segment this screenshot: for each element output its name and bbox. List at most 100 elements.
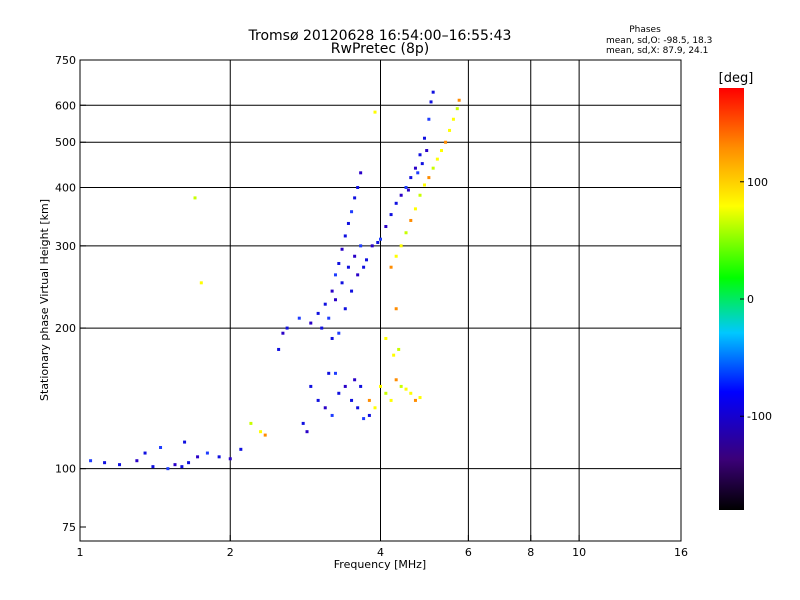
x-mode-point [418, 193, 422, 197]
x-mode-point [413, 398, 417, 402]
o-mode-point [429, 100, 433, 104]
o-mode-point [343, 384, 347, 388]
o-mode-point [239, 447, 243, 451]
colorbar-label: [deg] [719, 71, 754, 86]
o-mode-point [356, 273, 360, 277]
o-mode-point [217, 455, 221, 459]
x-mode-point [392, 353, 396, 357]
x-mode-point [451, 117, 455, 121]
o-mode-point [350, 210, 354, 214]
o-mode-point [337, 331, 341, 335]
x-mode-point [389, 265, 393, 269]
o-mode-point [399, 193, 403, 197]
grid-lines [80, 60, 681, 541]
y-tick-label: 75 [62, 521, 76, 534]
o-mode-point [327, 371, 331, 375]
o-mode-point [180, 465, 184, 469]
o-mode-point [228, 457, 232, 461]
o-mode-point [418, 153, 422, 157]
x-mode-point [379, 384, 382, 388]
x-mode-point [404, 231, 408, 235]
o-mode-point [89, 459, 93, 463]
o-mode-point [379, 237, 382, 241]
o-mode-point [406, 188, 410, 192]
o-mode-point [316, 398, 320, 402]
y-tick-label: 400 [55, 181, 76, 194]
o-mode-point [413, 166, 417, 170]
stats-header: Phases [629, 25, 661, 35]
x-mode-point [409, 218, 413, 222]
x-axis-label: Frequency [MHz] [334, 558, 426, 571]
o-mode-point [309, 321, 313, 325]
o-mode-point [301, 421, 305, 425]
data-points [89, 90, 461, 471]
o-mode-point [183, 440, 187, 444]
x-tick-label: 1 [77, 546, 84, 559]
o-mode-point [320, 326, 324, 330]
o-mode-point [205, 451, 209, 455]
x-mode-point [435, 157, 439, 161]
colorbar-tick-label: 0 [747, 293, 754, 306]
o-mode-point [330, 336, 334, 340]
o-mode-point [346, 265, 350, 269]
x-mode-point [193, 196, 197, 200]
x-mode-point [394, 378, 398, 382]
o-mode-point [281, 331, 285, 335]
o-mode-point [323, 302, 327, 306]
o-mode-point [350, 398, 354, 402]
o-mode-point [367, 413, 371, 417]
x-mode-point [413, 207, 417, 211]
o-mode-point [384, 225, 388, 229]
y-tick-label: 100 [55, 463, 76, 476]
o-mode-point [327, 316, 331, 320]
x-mode-point [448, 128, 452, 132]
o-mode-point [353, 254, 357, 258]
o-mode-point [285, 326, 289, 330]
colorbar-ticks: 100 0 -100 [740, 176, 772, 423]
o-mode-point [359, 384, 363, 388]
x-mode-point [427, 176, 431, 180]
o-mode-point [425, 149, 429, 153]
o-mode-point [337, 261, 341, 265]
x-tick-label: 10 [572, 546, 586, 559]
o-mode-point [431, 90, 435, 94]
o-mode-point [196, 455, 200, 459]
o-mode-point [376, 240, 380, 244]
x-mode-point [422, 183, 426, 187]
x-mode-point [389, 398, 393, 402]
x-tick-label: 2 [227, 546, 234, 559]
x-mode-point [384, 336, 388, 340]
x-mode-point [457, 98, 461, 102]
o-mode-point [333, 298, 337, 302]
o-mode-point [370, 244, 374, 248]
y-tick-label: 200 [55, 322, 76, 335]
x-mode-point [263, 433, 267, 437]
stats-x-line: mean, sd,X: 87.9, 24.1 [606, 46, 708, 56]
y-axis-label: Stationary phase Virtual Height [km] [38, 199, 51, 401]
o-mode-point [277, 347, 281, 351]
o-mode-point [330, 289, 334, 293]
o-mode-point [103, 461, 107, 465]
x-tick-label: 4 [377, 546, 384, 559]
stats-o-line: mean, sd,O: -98.5, 18.3 [606, 36, 712, 46]
o-mode-point [316, 311, 320, 315]
y-tick-label: 300 [55, 240, 76, 253]
o-mode-point [337, 391, 341, 395]
o-mode-point [135, 459, 139, 463]
y-tick-label: 500 [55, 136, 76, 149]
o-mode-point [359, 171, 363, 175]
o-mode-point [362, 265, 366, 269]
x-mode-point [418, 396, 422, 400]
axis-ticks: 1 2 4 6 8 10 16 75 100 200 300 400 500 600 750 [55, 54, 688, 559]
x-tick-label: 16 [674, 546, 688, 559]
x-mode-point [399, 244, 403, 248]
x-mode-point [367, 398, 371, 402]
o-mode-point [394, 201, 398, 205]
o-mode-point [422, 136, 426, 140]
x-mode-point [249, 421, 253, 425]
o-mode-point [159, 445, 163, 449]
x-mode-point [373, 110, 377, 114]
o-mode-point [350, 289, 354, 293]
x-mode-point [431, 166, 435, 170]
x-mode-point [444, 140, 448, 144]
